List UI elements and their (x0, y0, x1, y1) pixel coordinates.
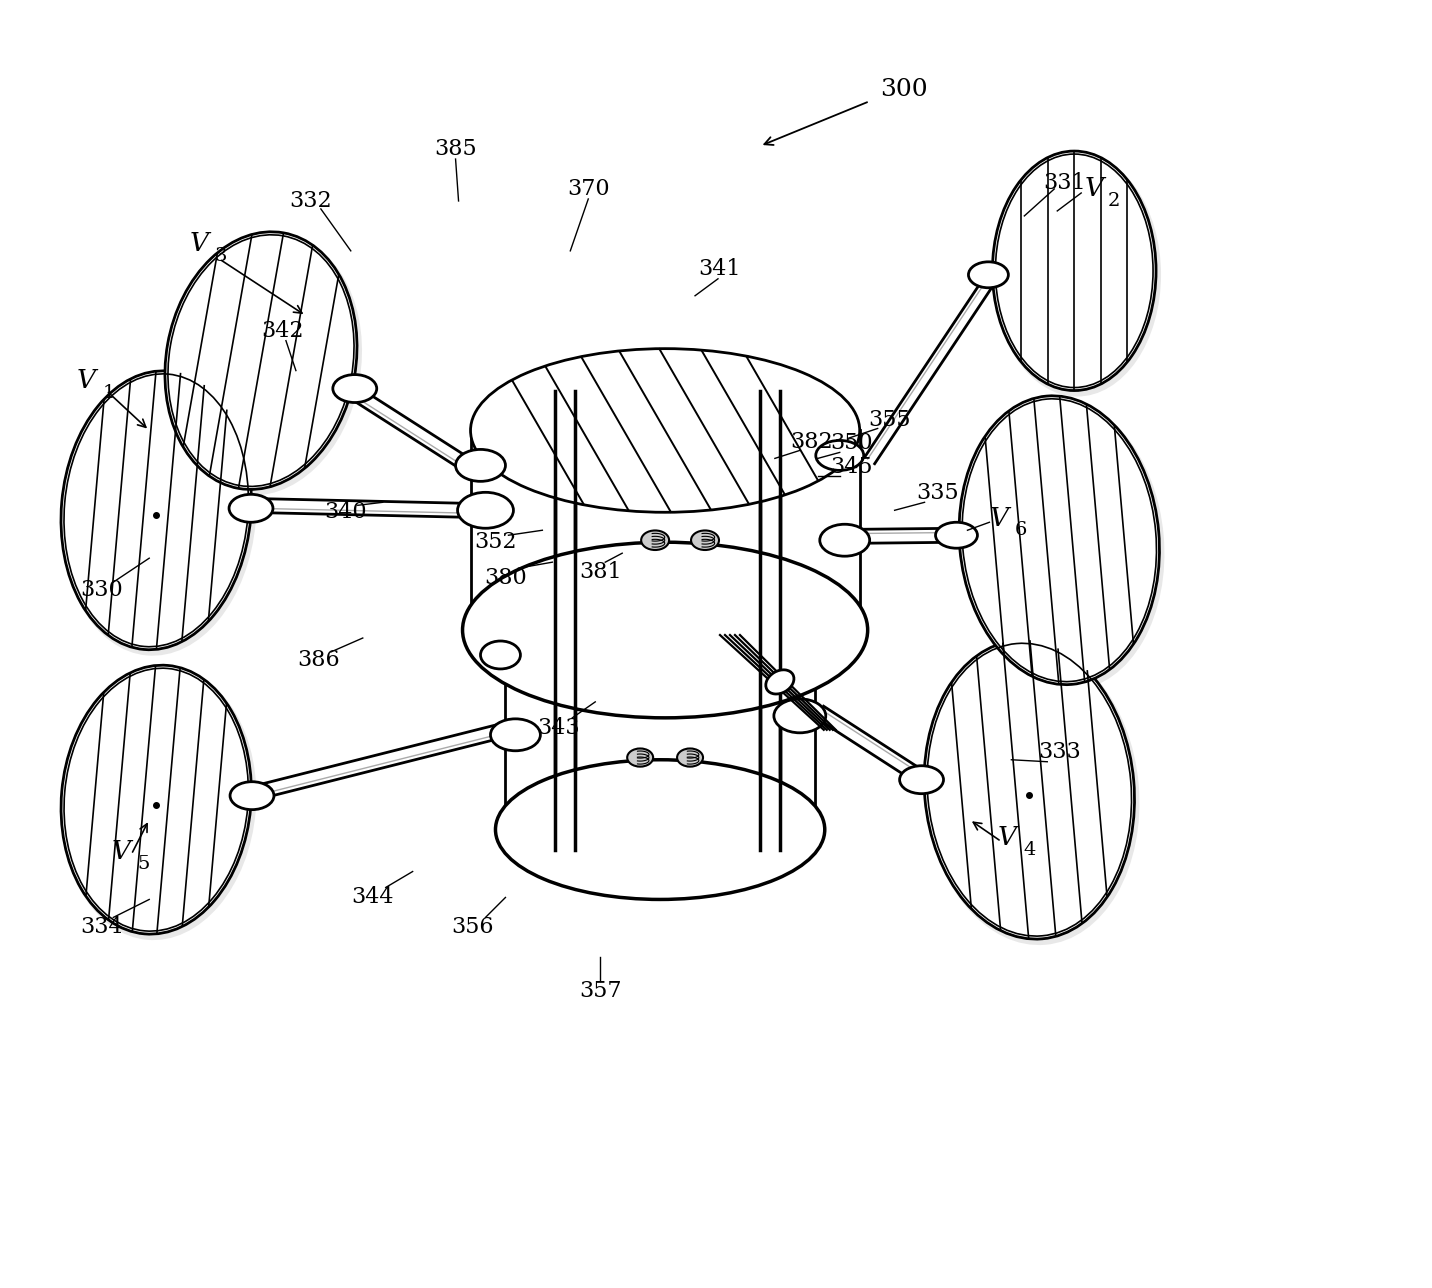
Text: 350: 350 (831, 433, 874, 455)
Text: 331: 331 (1042, 173, 1085, 194)
Text: 300: 300 (879, 77, 928, 100)
Text: 4: 4 (1022, 841, 1035, 859)
Polygon shape (347, 385, 480, 477)
Text: 342: 342 (262, 319, 304, 341)
Ellipse shape (495, 760, 825, 899)
Text: V: V (189, 232, 209, 256)
Ellipse shape (766, 670, 793, 694)
Polygon shape (816, 706, 928, 786)
Ellipse shape (231, 782, 274, 810)
Text: 340: 340 (325, 501, 367, 523)
Ellipse shape (773, 699, 826, 733)
Ellipse shape (62, 667, 256, 940)
Ellipse shape (642, 531, 669, 550)
Ellipse shape (968, 261, 1008, 287)
Text: 382: 382 (790, 431, 833, 453)
Ellipse shape (959, 395, 1160, 685)
Text: 341: 341 (699, 258, 742, 279)
Text: V: V (998, 826, 1017, 850)
Ellipse shape (935, 522, 978, 549)
Polygon shape (556, 390, 780, 850)
Ellipse shape (505, 765, 815, 894)
Ellipse shape (992, 151, 1156, 390)
Text: 1: 1 (102, 384, 115, 402)
Text: 380: 380 (484, 567, 527, 589)
Ellipse shape (819, 524, 869, 556)
Text: 357: 357 (579, 980, 621, 1002)
Ellipse shape (165, 232, 357, 489)
Text: 352: 352 (474, 531, 517, 554)
Text: V: V (77, 368, 96, 393)
Text: 5: 5 (137, 854, 149, 872)
Ellipse shape (458, 492, 514, 528)
Ellipse shape (471, 549, 859, 712)
Ellipse shape (166, 234, 362, 496)
Text: 370: 370 (567, 178, 610, 200)
Ellipse shape (62, 371, 252, 649)
Text: 356: 356 (451, 916, 494, 939)
Polygon shape (246, 498, 465, 518)
Polygon shape (865, 528, 959, 544)
Ellipse shape (627, 748, 653, 766)
Ellipse shape (491, 719, 540, 751)
Text: 2: 2 (1108, 192, 1120, 210)
Ellipse shape (959, 398, 1164, 690)
Text: 6: 6 (1015, 522, 1028, 540)
Text: V: V (1084, 176, 1104, 201)
Ellipse shape (505, 576, 815, 705)
Polygon shape (471, 430, 859, 630)
Polygon shape (505, 640, 815, 829)
Ellipse shape (62, 665, 252, 934)
Text: 333: 333 (1038, 741, 1081, 762)
Ellipse shape (924, 640, 1134, 939)
Ellipse shape (899, 766, 944, 793)
Ellipse shape (62, 372, 256, 656)
Text: 345: 345 (831, 456, 874, 478)
Text: 355: 355 (868, 410, 911, 431)
Polygon shape (865, 273, 998, 464)
Ellipse shape (633, 835, 687, 864)
Ellipse shape (994, 153, 1161, 397)
Text: 386: 386 (298, 649, 341, 671)
Ellipse shape (692, 531, 719, 550)
Text: 334: 334 (80, 916, 123, 939)
Text: 344: 344 (351, 886, 394, 908)
Ellipse shape (816, 440, 863, 470)
Text: V: V (990, 506, 1010, 531)
Ellipse shape (332, 375, 377, 403)
Text: 335: 335 (916, 482, 959, 505)
Text: 3: 3 (215, 247, 228, 265)
Ellipse shape (229, 495, 274, 522)
Text: 343: 343 (537, 717, 580, 739)
Polygon shape (246, 724, 503, 801)
Text: 381: 381 (579, 562, 621, 583)
Ellipse shape (481, 641, 520, 668)
Text: 332: 332 (289, 189, 332, 213)
Ellipse shape (455, 450, 505, 482)
Ellipse shape (463, 542, 868, 717)
Ellipse shape (677, 748, 703, 766)
Text: 330: 330 (80, 580, 123, 601)
Text: V: V (112, 838, 130, 864)
Ellipse shape (925, 643, 1140, 945)
Ellipse shape (471, 349, 859, 513)
Text: 385: 385 (434, 138, 477, 160)
